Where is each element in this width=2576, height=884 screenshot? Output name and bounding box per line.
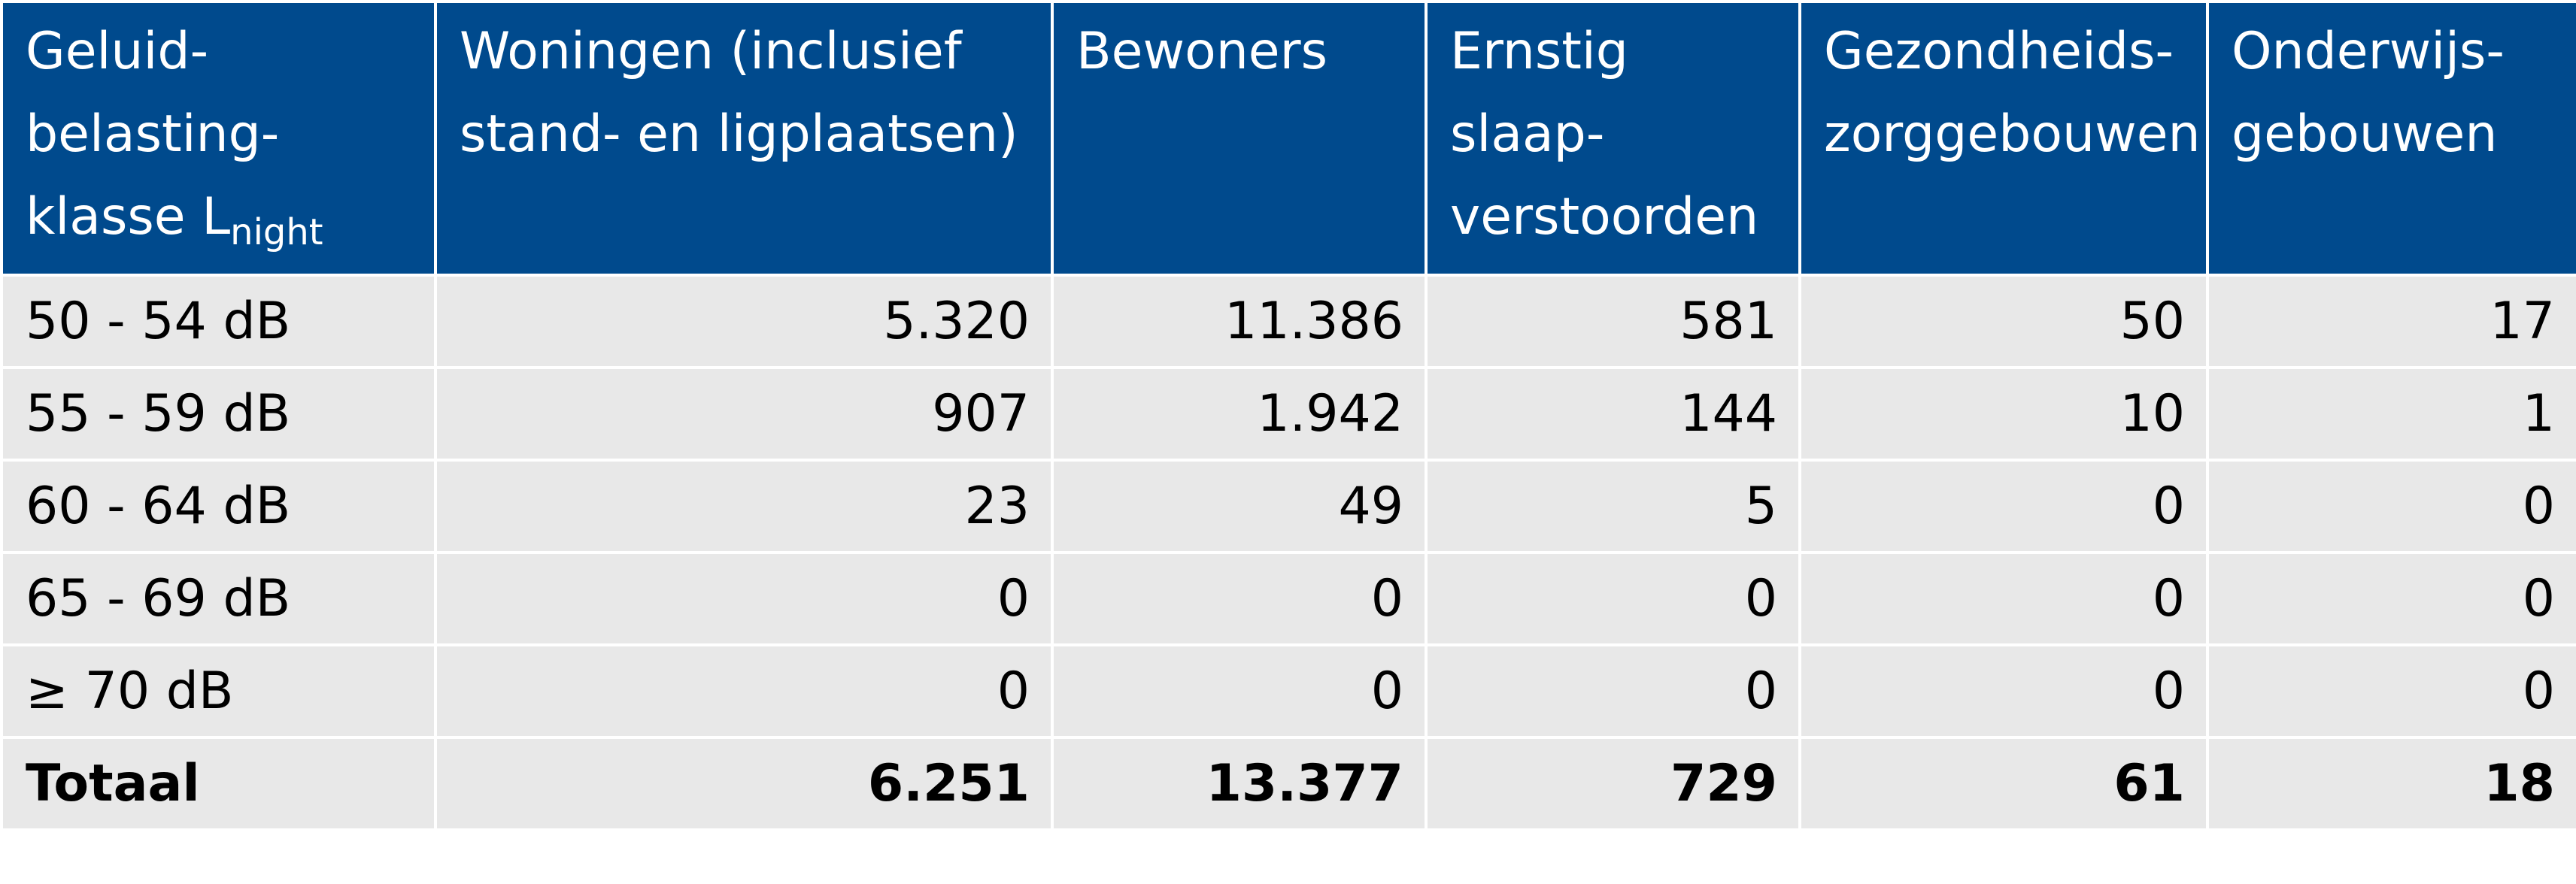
header-woningen: Woningen (inclusief stand- en ligplaatse…	[434, 0, 1054, 277]
cell-onderwijsgebouwen: 1	[2206, 366, 2576, 462]
cell-slaapverstoorden: 0	[1425, 643, 1801, 739]
table-row: ≥ 70 dB 0 0 0 0 0	[0, 643, 2576, 739]
cell-bewoners: 49	[1051, 459, 1428, 554]
cell-totaal-woningen: 6.251	[434, 736, 1054, 831]
header-row: Geluid-belasting-klasse Lnight Woningen …	[0, 0, 2576, 277]
cell-totaal-zorggebouwen: 61	[1798, 736, 2209, 831]
cell-woningen: 0	[434, 643, 1054, 739]
total-row: Totaal 6.251 13.377 729 61 18	[0, 736, 2576, 831]
cell-klasse: 50 - 54 dB	[0, 274, 437, 369]
table-row: 65 - 69 dB 0 0 0 0 0	[0, 551, 2576, 646]
header-ernstig-slaapverstoorden: Ernstig slaap-verstoorden	[1425, 0, 1801, 277]
cell-slaapverstoorden: 0	[1425, 551, 1801, 646]
cell-totaal-slaapverstoorden: 729	[1425, 736, 1801, 831]
header-geluidbelastingklasse: Geluid-belasting-klasse Lnight	[0, 0, 437, 277]
cell-klasse: 65 - 69 dB	[0, 551, 437, 646]
table-header: Geluid-belasting-klasse Lnight Woningen …	[0, 0, 2576, 277]
cell-bewoners: 0	[1051, 551, 1428, 646]
cell-zorggebouwen: 10	[1798, 366, 2209, 462]
table-row: 55 - 59 dB 907 1.942 144 10 1	[0, 366, 2576, 462]
cell-bewoners: 0	[1051, 643, 1428, 739]
header-bewoners: Bewoners	[1051, 0, 1428, 277]
cell-zorggebouwen: 50	[1798, 274, 2209, 369]
cell-woningen: 23	[434, 459, 1054, 554]
cell-totaal-bewoners: 13.377	[1051, 736, 1428, 831]
header-onderwijsgebouwen: Onderwijs-gebouwen	[2206, 0, 2576, 277]
noise-exposure-table: Geluid-belasting-klasse Lnight Woningen …	[0, 0, 2576, 831]
cell-zorggebouwen: 0	[1798, 551, 2209, 646]
cell-onderwijsgebouwen: 0	[2206, 643, 2576, 739]
cell-bewoners: 11.386	[1051, 274, 1428, 369]
cell-klasse: 60 - 64 dB	[0, 459, 437, 554]
cell-klasse: 55 - 59 dB	[0, 366, 437, 462]
cell-totaal-onderwijsgebouwen: 18	[2206, 736, 2576, 831]
cell-totaal-label: Totaal	[0, 736, 437, 831]
header-geluidbelastingklasse-label: Geluid-belasting-klasse L	[26, 22, 280, 247]
cell-klasse: ≥ 70 dB	[0, 643, 437, 739]
header-lnight-subscript: night	[230, 211, 323, 253]
cell-zorggebouwen: 0	[1798, 459, 2209, 554]
table-body: 50 - 54 dB 5.320 11.386 581 50 17 55 - 5…	[0, 274, 2576, 831]
cell-slaapverstoorden: 5	[1425, 459, 1801, 554]
cell-zorggebouwen: 0	[1798, 643, 2209, 739]
cell-bewoners: 1.942	[1051, 366, 1428, 462]
table-row: 60 - 64 dB 23 49 5 0 0	[0, 459, 2576, 554]
cell-woningen: 907	[434, 366, 1054, 462]
cell-onderwijsgebouwen: 0	[2206, 459, 2576, 554]
cell-slaapverstoorden: 581	[1425, 274, 1801, 369]
cell-onderwijsgebouwen: 0	[2206, 551, 2576, 646]
table-row: 50 - 54 dB 5.320 11.386 581 50 17	[0, 274, 2576, 369]
cell-woningen: 5.320	[434, 274, 1054, 369]
cell-slaapverstoorden: 144	[1425, 366, 1801, 462]
cell-onderwijsgebouwen: 17	[2206, 274, 2576, 369]
cell-woningen: 0	[434, 551, 1054, 646]
header-gezondheidszorggebouwen: Gezondheids-zorggebouwen	[1798, 0, 2209, 277]
